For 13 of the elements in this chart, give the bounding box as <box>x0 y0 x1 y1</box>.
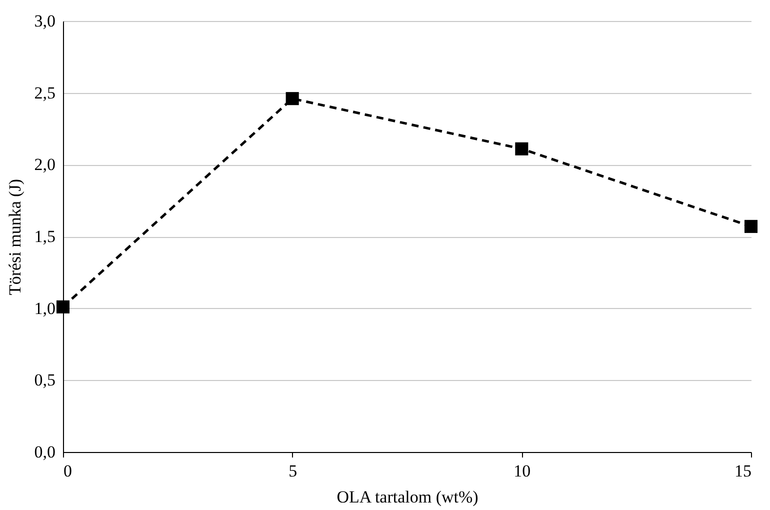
y-tick-label: 0,5 <box>34 370 56 390</box>
x-tick-label: 15 <box>734 462 752 480</box>
y-tick-label: 1,5 <box>34 227 56 246</box>
y-tick-label: 2,0 <box>34 155 56 174</box>
x-tick-label: 10 <box>514 462 531 480</box>
x-tick-label: 5 <box>288 462 298 480</box>
y-tick-label: 2,5 <box>34 83 56 102</box>
y-tick-label: 0,0 <box>34 442 56 462</box>
y-tick-label: 1,0 <box>34 298 56 318</box>
x-tick-label: 0 <box>64 462 72 480</box>
y-tick-label: 3,0 <box>34 12 56 30</box>
x-axis-title: OLA tartalom (wt%) <box>336 488 478 506</box>
y-axis-title: Törési munka (J) <box>5 178 24 296</box>
